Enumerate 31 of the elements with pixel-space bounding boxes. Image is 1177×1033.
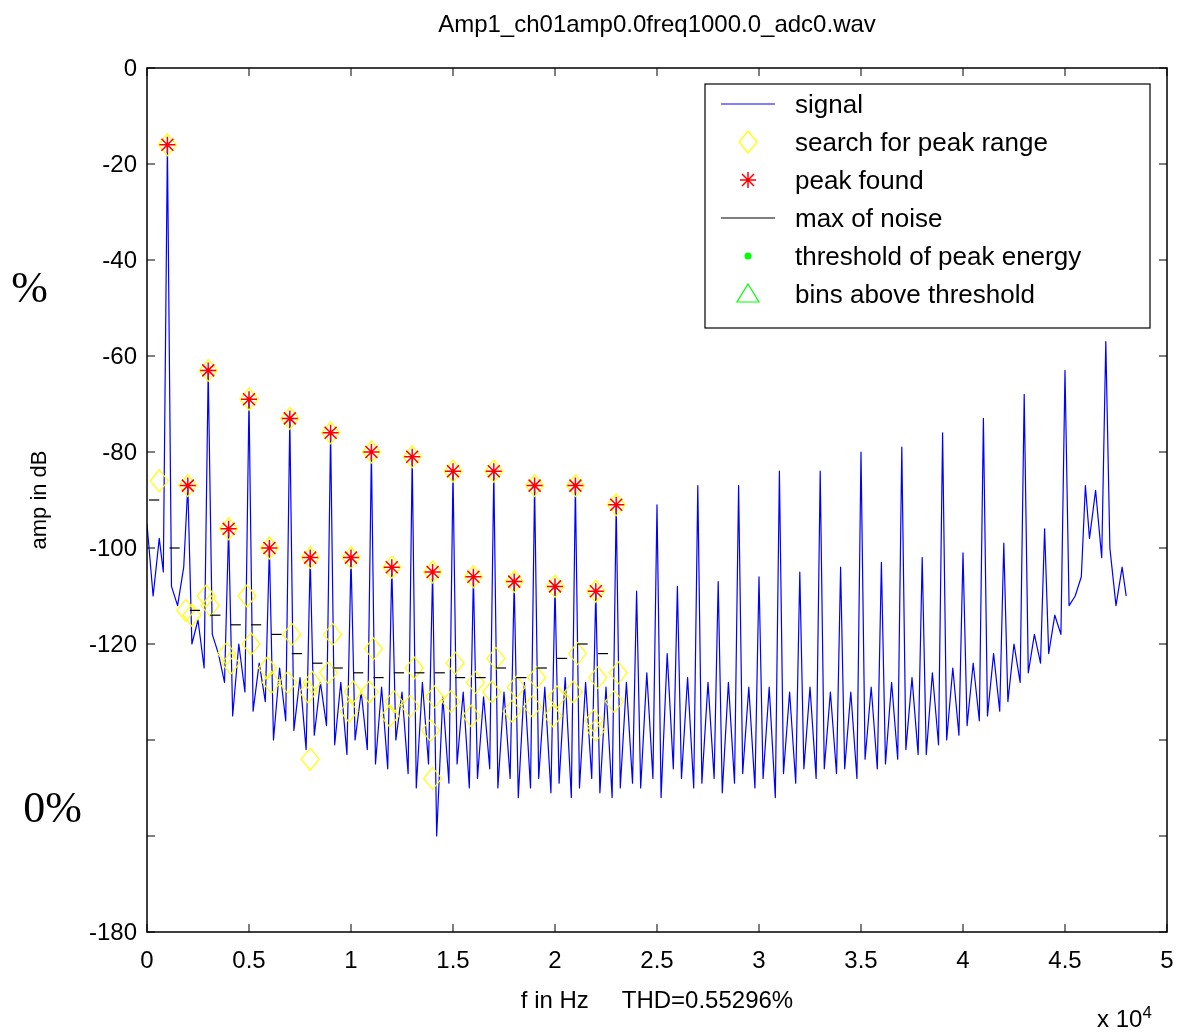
legend-label: peak found <box>795 165 924 195</box>
x-tick-label: 2.5 <box>640 946 674 973</box>
text: % <box>11 263 48 312</box>
y-tick-label: -80 <box>102 438 137 465</box>
y-tick-label: -120 <box>88 630 137 657</box>
legend-label: search for peak range <box>795 127 1048 157</box>
chart-title: Amp1_ch01amp0.0freq1000.0_adc0.wav <box>438 10 876 37</box>
x-tick-label: 4 <box>956 946 970 973</box>
legend-label: threshold of peak energy <box>795 241 1082 271</box>
legend-label: signal <box>795 89 863 119</box>
y-tick-label: -20 <box>102 150 137 177</box>
x-tick-label: 4.5 <box>1048 946 1082 973</box>
text: 0% <box>23 783 82 832</box>
x-tick-label: 2 <box>548 946 562 973</box>
x-tick-label: 0.5 <box>232 946 266 973</box>
x-tick-label: 1 <box>344 946 358 973</box>
y-tick-label: 0 <box>123 54 137 81</box>
text: x 10$^{4}$ <box>1097 1002 1152 1032</box>
x-tick-label: 1.5 <box>436 946 470 973</box>
x-tick-label: 0 <box>140 946 154 973</box>
x-tick-label: 3 <box>752 946 766 973</box>
y-axis-title: amp in dB <box>26 450 51 550</box>
legend-label: bins above threshold <box>795 279 1035 309</box>
y-tick-label: -180 <box>88 918 137 945</box>
y-tick-label: -60 <box>102 342 137 369</box>
y-tick-label: -40 <box>102 246 137 273</box>
x-tick-label: 5 <box>1160 946 1174 973</box>
y-tick-label: -100 <box>88 534 137 561</box>
x-axis-title: f in Hz THD=0.55296% <box>520 986 794 1013</box>
legend-label: max of noise <box>795 203 943 233</box>
x-tick-label: 3.5 <box>844 946 878 973</box>
